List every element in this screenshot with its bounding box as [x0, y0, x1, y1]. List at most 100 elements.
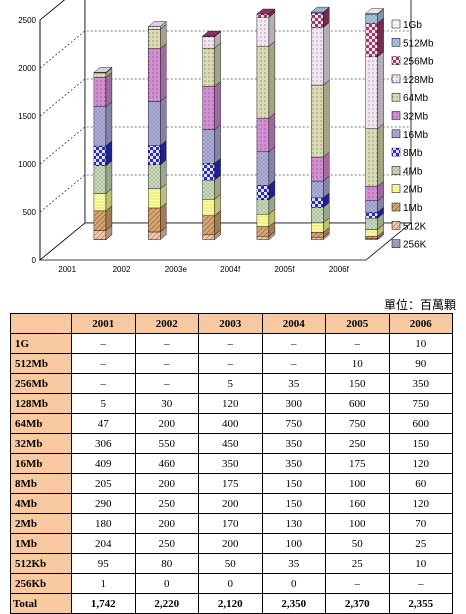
- bar-segment-128Mb-2005f: [311, 22, 330, 86]
- legend-label: 256K: [403, 240, 427, 251]
- bar-segment-4Mb-2005f: [311, 202, 330, 224]
- chart-legend: 1Gb 512Mb 256Mb 128Mb 64Mb 32Mb 16Mb 8Mb 4Mb 2Mb 1…: [391, 19, 434, 251]
- table-cell: 200: [134, 413, 199, 434]
- table-cell: 1,742: [71, 593, 136, 614]
- table-row-label: 4Mb: [10, 493, 72, 514]
- table-row-label: 64Mb: [10, 413, 72, 434]
- bar-segment-2Mb-2004f: [256, 208, 276, 228]
- bar-top-2004f: [256, 8, 276, 15]
- y-tick-label: 0: [32, 256, 37, 265]
- bar-segment-16Mb-2004f: [256, 146, 276, 186]
- table-cell: 150: [261, 473, 326, 494]
- table-cell: 60: [388, 473, 453, 494]
- bar-segment-256Mb-2006f: [365, 17, 384, 58]
- table-cell: 300: [261, 393, 326, 414]
- table-cell: 175: [325, 453, 390, 474]
- bar-segment-2Mb-2005f: [311, 217, 330, 233]
- table-row-label: 256Kb: [10, 573, 72, 594]
- table-cell: 250: [325, 433, 390, 454]
- chart-bars: [93, 6, 385, 241]
- legend-label: 16Mb: [403, 130, 428, 141]
- legend-item-256Mb: 256Mb: [391, 56, 434, 68]
- table-cell: 150: [325, 373, 390, 394]
- bar-segment-32Mb-2006f: [365, 180, 384, 202]
- legend-item-1Gb: 1Gb: [391, 19, 422, 31]
- legend-label: 2Mb: [403, 185, 423, 196]
- table-cell: 306: [71, 433, 136, 454]
- x-tick-label: 2003e: [165, 265, 188, 274]
- table-cell: 409: [71, 453, 136, 474]
- table-cell: 10: [325, 353, 390, 374]
- y-tick-label: 2500: [18, 16, 36, 25]
- table-row-label: 8Mb: [10, 473, 72, 494]
- table-row: 512Mb – – – –10 90: [10, 353, 453, 374]
- bar-top-2003e: [202, 30, 222, 37]
- bar-top-2005f: [310, 6, 330, 13]
- table-cell: 95: [71, 553, 136, 574]
- legend-label: 4Mb: [403, 166, 423, 177]
- table-cell: 100: [325, 473, 390, 494]
- table-cell: 1: [71, 573, 136, 594]
- table-row: 128Mb 5 30 120 300 600 750: [10, 393, 453, 414]
- table-row-label: 16Mb: [10, 453, 72, 474]
- bar-segment-64Mb-2006f: [365, 123, 384, 187]
- table-cell: 35: [261, 373, 326, 394]
- table-header-cell: 2005: [325, 313, 390, 334]
- table-cell: 0: [198, 573, 263, 594]
- table-cell: 250: [134, 533, 199, 554]
- table-cell: 750: [261, 413, 326, 434]
- table-cell: 750: [388, 393, 453, 414]
- bar-segment-4Mb-2003e: [202, 174, 221, 200]
- bar-segment-4Mb-2002: [148, 159, 167, 190]
- table-cell: 180: [71, 513, 136, 534]
- back-wall: [84, 0, 412, 224]
- table-cell: 30: [134, 393, 199, 414]
- table-header-cell: 2002: [134, 313, 199, 334]
- bar-segment-4Mb-2004f: [256, 194, 276, 215]
- table-cell: 150: [261, 493, 326, 514]
- table-cell: 120: [198, 393, 263, 414]
- legend-label: 512K: [403, 221, 427, 232]
- table-cell: –: [134, 353, 199, 374]
- table-cell: 0: [261, 573, 326, 594]
- table-cell: 130: [261, 513, 326, 534]
- legend-item-2Mb: 2Mb: [391, 184, 423, 196]
- table-corner-cell: [10, 313, 72, 334]
- table-cell: 350: [198, 453, 263, 474]
- table-row: 4Mb 290 250 200 150 160 120: [10, 493, 453, 514]
- table-header-row: 2001 2002 2003 2004 2005 2006: [10, 313, 453, 334]
- table-cell: 50: [198, 553, 263, 574]
- stacked-bar-chart: 0 500 1000 1500 2000 2500 2006f 2005f 2004f 2003e…: [18, 0, 434, 274]
- unit-label: 單位：百萬顆: [383, 298, 456, 312]
- legend-item-512K: 512K: [391, 221, 427, 232]
- table-cell: –: [71, 373, 136, 394]
- y-tick-label: 500: [23, 208, 37, 217]
- bar-segment-16Mb-2003e: [202, 124, 221, 164]
- table-cell: 120: [388, 493, 453, 514]
- bar-top-2006f: [365, 8, 385, 14]
- side-wall: [39, 0, 86, 261]
- legend-item-32Mb: 32Mb: [391, 111, 428, 123]
- table-header-cell: 2004: [261, 313, 326, 334]
- y-tick-label: 1500: [18, 112, 36, 121]
- table-row: 1Mb 204 250 200 100 50 25: [10, 533, 453, 554]
- table-cell: 10: [388, 333, 453, 354]
- bar-segment-1Mb-2003e: [202, 210, 221, 236]
- legend-item-128Mb: 128Mb: [391, 74, 434, 86]
- y-tick-label: 2000: [18, 64, 36, 73]
- bar-segment-32Mb-2002: [148, 43, 167, 102]
- table-row-label: 1Mb: [10, 533, 72, 554]
- table-cell: 0: [134, 573, 199, 594]
- table-cell: 550: [134, 433, 199, 454]
- bar-top-2002: [147, 21, 167, 27]
- table-cell: 200: [134, 473, 199, 494]
- table-row-label: 128Mb: [10, 393, 72, 414]
- table-cell: –: [261, 353, 326, 374]
- table-row: 2Mb 180 200 170 130 100 70: [10, 513, 453, 534]
- table-cell: 350: [388, 373, 453, 394]
- bar-segment-2Mb-2002: [148, 183, 167, 209]
- table-cell: –: [134, 373, 199, 394]
- bar-segment-32Mb-2003e: [202, 81, 221, 131]
- table-row-label: 32Mb: [10, 433, 72, 454]
- bar-segment-64Mb-2004f: [256, 40, 276, 119]
